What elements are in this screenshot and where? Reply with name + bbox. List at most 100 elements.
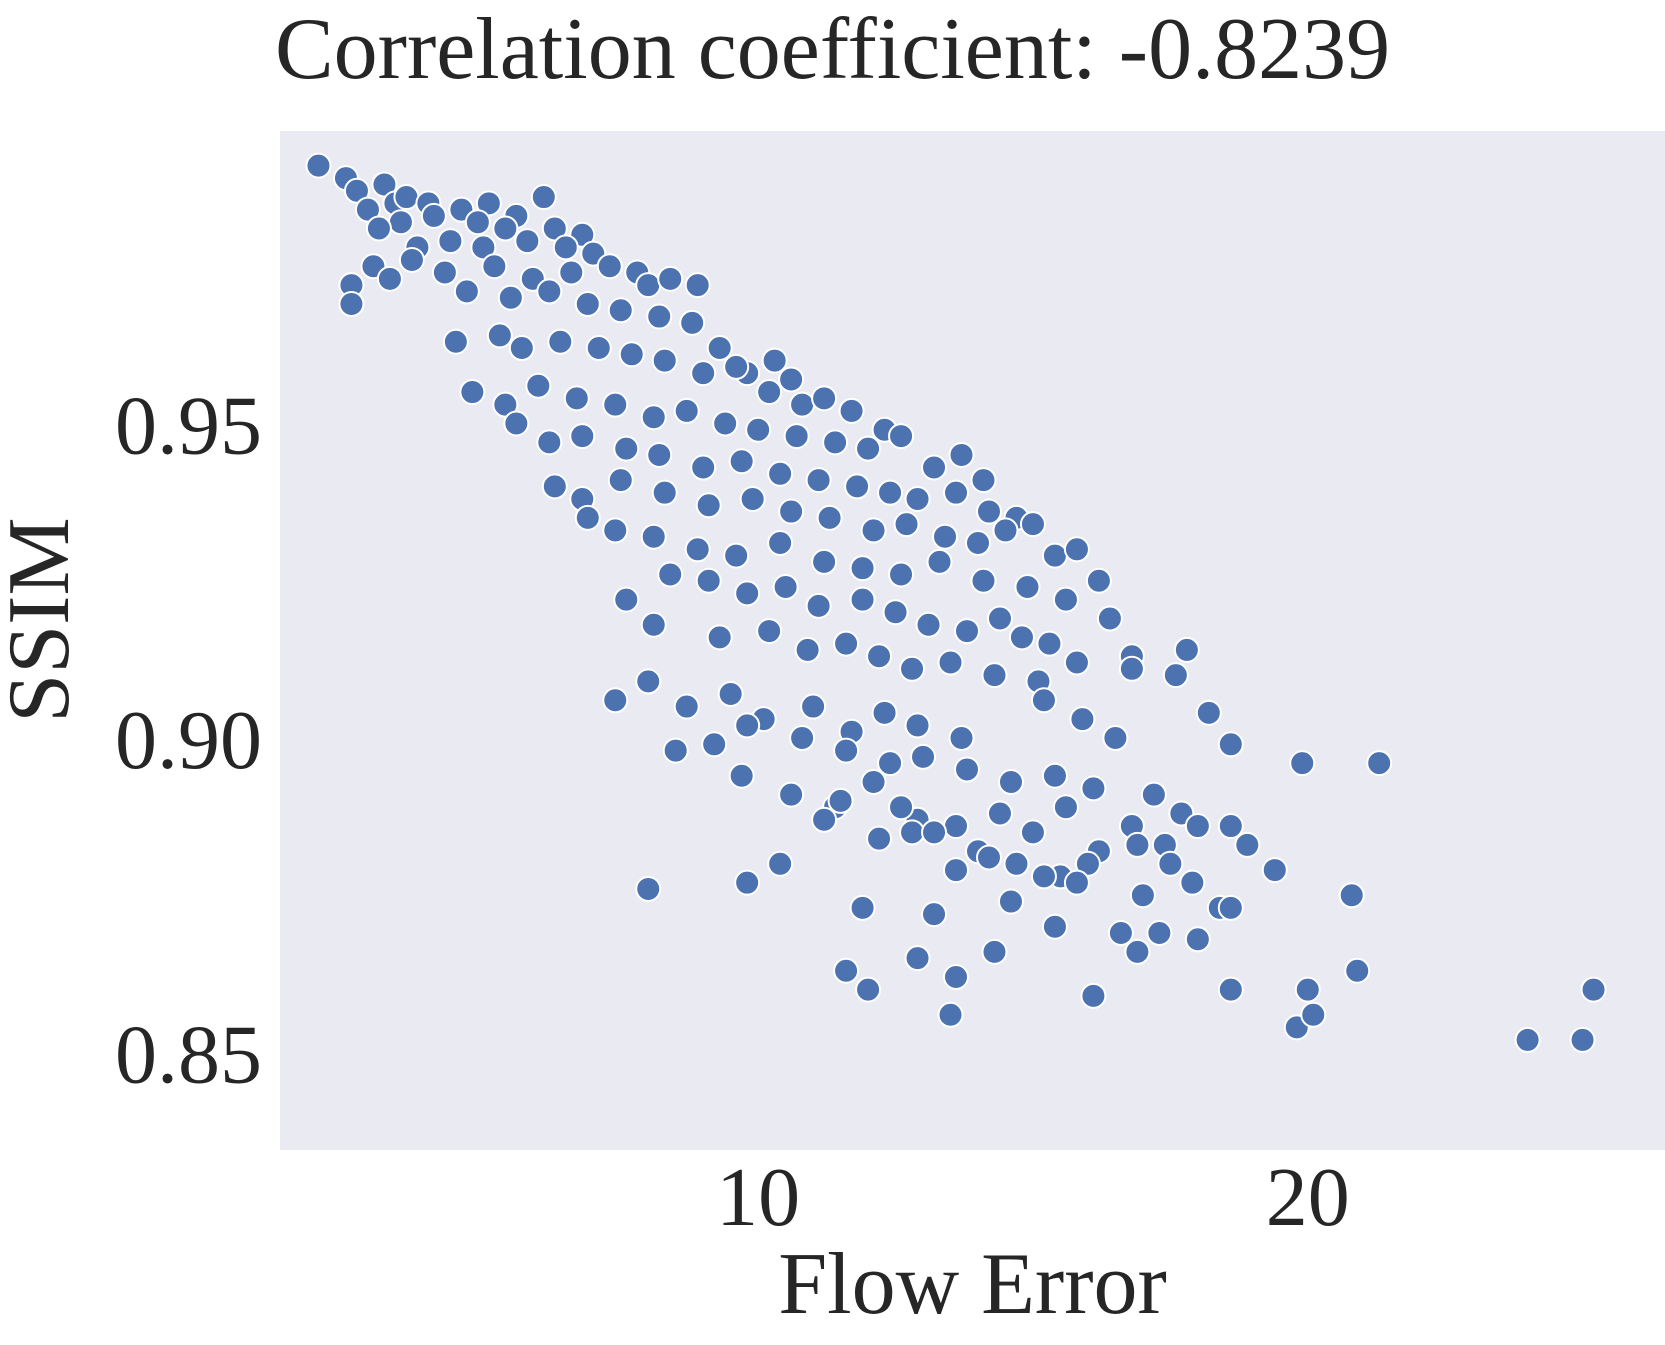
data-point [1217,894,1244,921]
data-point [596,253,623,280]
data-point [387,209,414,236]
data-point [1030,687,1057,714]
data-point [981,662,1008,689]
data-point [690,454,717,481]
data-point [734,712,761,739]
data-point [607,467,634,494]
data-point [1063,536,1090,563]
data-point [602,687,629,714]
data-point [805,467,832,494]
data-point [706,624,733,651]
data-point [888,561,915,588]
data-point [1140,781,1167,808]
data-point [651,347,678,374]
y-tick-label: 0.95 [115,379,262,472]
data-point [1179,869,1206,896]
data-point [1514,1026,1541,1053]
x-tick-label: 10 [716,1151,800,1244]
data-point [734,580,761,607]
data-point [921,819,948,846]
data-point [866,643,893,670]
data-point [800,693,827,720]
data-point [855,435,882,462]
data-point [937,649,964,676]
data-point [805,592,832,619]
data-point [679,309,706,336]
data-point [486,322,513,349]
data-point [855,976,882,1003]
data-point [948,724,975,751]
data-point [997,769,1024,796]
data-point [893,511,920,538]
data-point [728,448,755,475]
chart-title: Correlation coefficient: -0.8239 [274,1,1391,98]
data-point [1261,857,1288,884]
data-point [822,429,849,456]
data-point [816,504,843,531]
data-point [1157,850,1184,877]
data-point [695,492,722,519]
data-point [1124,938,1151,965]
data-point [1019,819,1046,846]
data-point [827,787,854,814]
data-point [618,341,645,368]
data-point [1052,586,1079,613]
data-point [904,945,931,972]
data-point [646,303,673,330]
data-point [723,353,750,380]
data-point [1344,957,1371,984]
data-point [943,813,970,840]
data-point [684,272,711,299]
data-point [1234,831,1261,858]
data-point [431,259,458,286]
data-point [1008,624,1035,651]
data-point [860,769,887,796]
data-point [1162,662,1189,689]
data-point [992,517,1019,544]
data-point [1569,1026,1596,1053]
data-point [877,750,904,777]
data-point [904,712,931,739]
data-point [673,693,700,720]
data-point [1184,813,1211,840]
data-point [613,435,640,462]
data-point [1102,724,1129,751]
data-point [723,542,750,569]
data-point [849,894,876,921]
data-point [640,523,667,550]
data-point [684,536,711,563]
data-point [640,404,667,431]
data-point [811,806,838,833]
data-point [882,599,909,626]
data-point [844,473,871,500]
data-point [701,731,728,758]
data-point [899,655,926,682]
data-point [975,844,1002,871]
data-point [975,498,1002,525]
data-point [986,800,1013,827]
data-point [767,460,794,487]
data-point [981,938,1008,965]
data-point [1030,863,1057,890]
data-points [305,152,1607,1053]
data-point [943,479,970,506]
data-point [833,957,860,984]
data-point [970,467,997,494]
data-point [745,416,772,443]
data-point [547,328,574,355]
data-point [1146,919,1173,946]
data-point [563,385,590,412]
data-point [1300,1001,1327,1028]
data-point [514,228,541,255]
data-point [789,724,816,751]
data-point [602,517,629,544]
data-point [838,397,865,424]
y-axis-label: SSIM [0,517,88,723]
data-point [1129,882,1156,909]
data-point [910,743,937,770]
data-point [756,618,783,645]
data-point [888,794,915,821]
data-point [503,410,530,437]
data-point [728,762,755,789]
